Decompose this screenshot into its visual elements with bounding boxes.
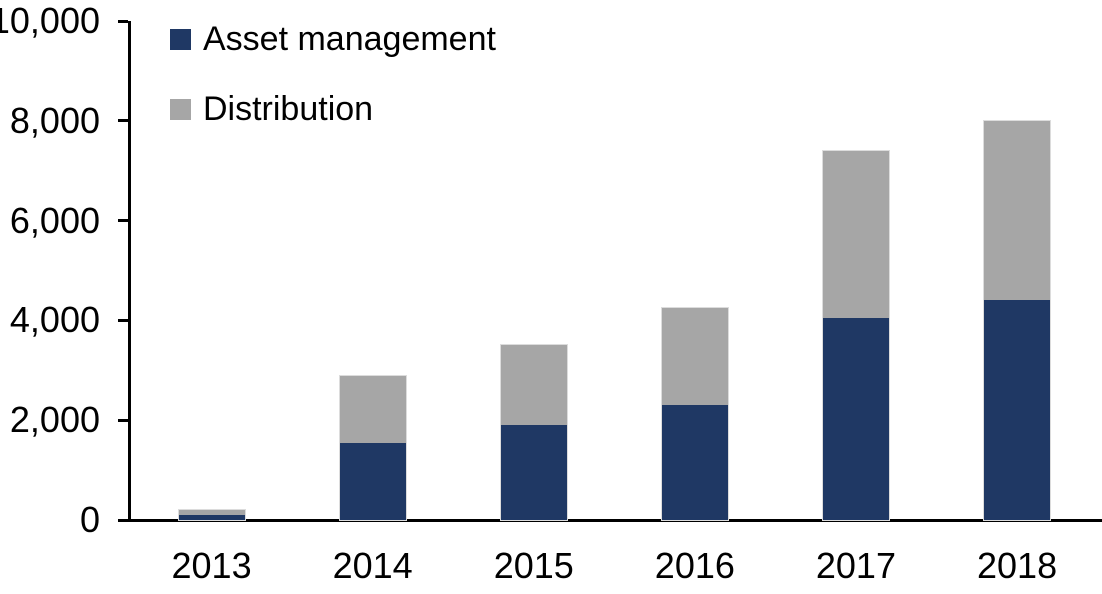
chart-legend: Asset management Distribution bbox=[170, 18, 496, 158]
legend-label-distribution: Distribution bbox=[203, 90, 374, 128]
y-tick bbox=[118, 119, 128, 123]
bar-segment-asset-management-2015 bbox=[500, 425, 567, 520]
bar-segment-asset-management-2014 bbox=[339, 442, 406, 520]
legend-item-distribution: Distribution bbox=[170, 88, 496, 130]
y-tick-label: 4,000 bbox=[9, 299, 100, 341]
y-tick bbox=[118, 19, 128, 23]
bar-segment-asset-management-2017 bbox=[822, 317, 889, 520]
y-axis-line bbox=[128, 21, 131, 522]
y-tick bbox=[118, 219, 128, 223]
x-label-2016: 2016 bbox=[654, 545, 735, 586]
x-label-2015: 2015 bbox=[493, 545, 574, 586]
bar-segment-distribution-2013 bbox=[178, 510, 245, 515]
x-label-2017: 2017 bbox=[815, 545, 896, 586]
y-tick-label: 6,000 bbox=[9, 199, 100, 241]
bar-segment-asset-management-2016 bbox=[661, 405, 728, 520]
y-tick bbox=[118, 418, 128, 422]
y-tick bbox=[118, 518, 128, 522]
bar-segment-distribution-2017 bbox=[822, 150, 889, 318]
legend-swatch-asset-management-icon bbox=[170, 28, 191, 50]
y-tick bbox=[118, 318, 128, 322]
y-tick-label: 2,000 bbox=[9, 399, 100, 441]
bar-2013 bbox=[178, 510, 245, 520]
bar-segment-asset-management-2018 bbox=[984, 300, 1051, 520]
y-tick-label: 8,000 bbox=[9, 99, 100, 141]
legend-swatch-distribution-icon bbox=[170, 98, 191, 120]
bar-2017 bbox=[822, 150, 889, 520]
legend-label-asset-management: Asset management bbox=[203, 20, 496, 58]
x-axis-line bbox=[128, 519, 1102, 522]
bar-2015 bbox=[500, 345, 567, 520]
bar-segment-distribution-2015 bbox=[500, 345, 567, 426]
x-label-2014: 2014 bbox=[332, 545, 413, 586]
legend-item-asset-management: Asset management bbox=[170, 18, 496, 60]
bar-segment-asset-management-2013 bbox=[178, 515, 245, 520]
bar-2016 bbox=[661, 307, 728, 520]
bar-segment-distribution-2018 bbox=[984, 120, 1051, 301]
bar-segment-distribution-2016 bbox=[661, 307, 728, 406]
y-tick-label: 10,000 bbox=[0, 0, 100, 41]
x-label-2018: 2018 bbox=[977, 545, 1058, 586]
bar-segment-distribution-2014 bbox=[339, 376, 406, 443]
bar-2014 bbox=[339, 376, 406, 520]
x-label-2013: 2013 bbox=[171, 545, 252, 586]
bar-2018 bbox=[984, 120, 1051, 520]
y-tick-label: 0 bbox=[79, 499, 100, 540]
